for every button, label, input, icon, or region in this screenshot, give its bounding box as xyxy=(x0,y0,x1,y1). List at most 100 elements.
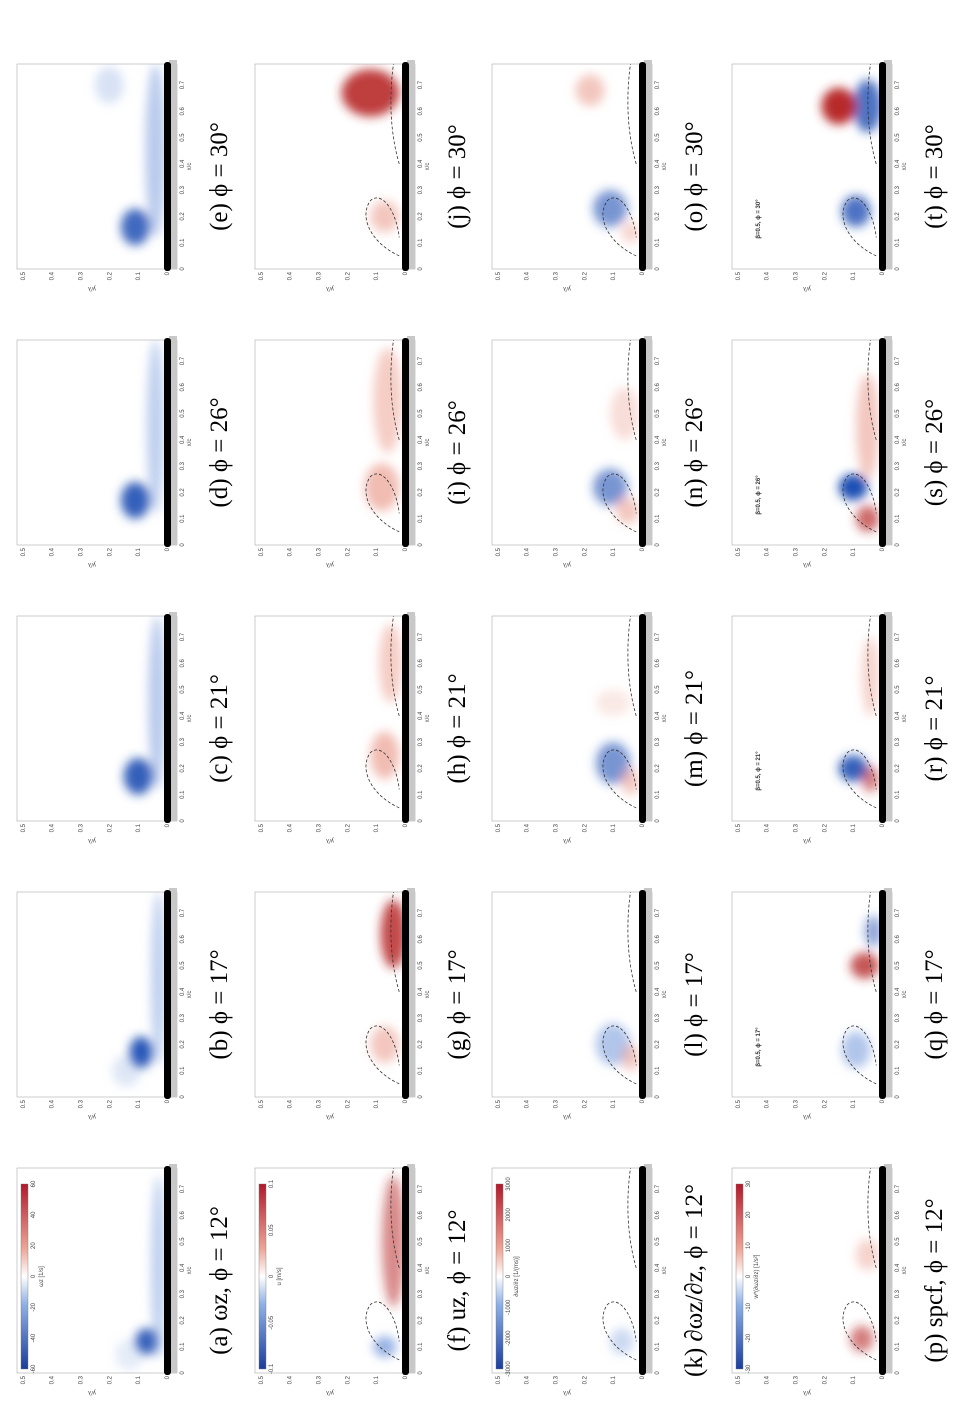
y-tick-label: 0.4 xyxy=(50,547,56,556)
y-tick-label: 0.1 xyxy=(374,1099,380,1108)
plate xyxy=(639,338,646,547)
x-tick-label: 0.4 xyxy=(895,1263,901,1272)
x-tick-label: 0.1 xyxy=(655,790,661,799)
blob xyxy=(148,616,165,789)
y-tick-label: 0.3 xyxy=(316,823,322,832)
y-tick-label: 0.5 xyxy=(736,271,742,280)
x-tick-label: 0.1 xyxy=(655,1342,661,1351)
x-tick-label: 0.3 xyxy=(180,185,186,194)
x-tick-label: 0.5 xyxy=(895,1237,901,1246)
x-tick-label: 0.4 xyxy=(895,159,901,168)
x-tick-label: 0.6 xyxy=(180,382,186,391)
y-tick-label: 0.2 xyxy=(822,1099,828,1108)
blob xyxy=(147,340,164,513)
y-tick-label: 0.3 xyxy=(793,823,799,832)
x-tick-label: 0.4 xyxy=(655,987,661,996)
x-tick-label: 0.3 xyxy=(655,1013,661,1022)
plate xyxy=(402,338,409,547)
x-axis-label: x/c xyxy=(187,163,193,171)
x-tick-label: 0 xyxy=(180,1095,186,1099)
blob xyxy=(95,67,124,104)
blob xyxy=(121,209,150,246)
y-tick-label: 0.5 xyxy=(496,1375,502,1384)
y-axis-label: y/λ xyxy=(803,837,811,843)
x-tick-label: 0.6 xyxy=(655,934,661,943)
panel: 00.10.20.30.40.5y/λ00.10.20.30.40.50.60.… xyxy=(492,60,708,291)
y-tick-label: 0.5 xyxy=(21,1099,27,1108)
x-axis-label: x/c xyxy=(902,439,908,447)
blob xyxy=(379,624,402,703)
x-tick-label: 0.6 xyxy=(418,934,424,943)
x-tick-label: 0.5 xyxy=(418,685,424,694)
x-tick-label: 0 xyxy=(418,267,424,271)
panel-title: β=0.5, ϕ = 21° xyxy=(756,751,762,791)
y-tick-label: 0.1 xyxy=(611,1375,617,1384)
x-axis-label: x/c xyxy=(662,163,668,171)
y-tick-label: 0.2 xyxy=(582,1375,588,1384)
x-tick-label: 0.5 xyxy=(895,685,901,694)
y-axis-label: y/λ xyxy=(88,837,96,843)
x-tick-label: 0 xyxy=(895,1371,901,1375)
y-tick-label: 0.2 xyxy=(822,1375,828,1384)
rotated-page: 0 0.1 0.2 0.3 0.4 0.5 y/λ 0 0.1 0.2 0.3 0.4 0.5 0.6 0.… xyxy=(17,60,948,1395)
blob xyxy=(112,1055,141,1087)
y-tick-label: 0.5 xyxy=(259,547,265,556)
y-tick-label: 0.5 xyxy=(496,547,502,556)
y-tick-label: 0.5 xyxy=(21,1375,27,1384)
x-tick-label: 0.4 xyxy=(895,987,901,996)
x-tick-label: 0.1 xyxy=(418,1066,424,1075)
blob xyxy=(365,464,400,511)
blob xyxy=(370,732,399,779)
blob xyxy=(853,80,882,133)
blob xyxy=(842,1031,871,1068)
x-tick-label: 0.3 xyxy=(418,1289,424,1298)
x-tick-label: 0.7 xyxy=(180,80,186,89)
x-tick-label: 0.7 xyxy=(180,632,186,641)
colorbar xyxy=(736,1184,743,1369)
panel-title: β=0.5, ϕ = 26° xyxy=(756,475,762,515)
caption: (c) ϕ = 21° xyxy=(206,674,233,783)
x-tick-label: 0.5 xyxy=(180,1237,186,1246)
x-tick-label: 0.2 xyxy=(180,1316,186,1325)
x-tick-label: 0.2 xyxy=(180,488,186,497)
y-tick-label: 0.1 xyxy=(136,1099,142,1108)
y-tick-label: 0.3 xyxy=(78,1099,84,1108)
y-tick-label: 0.3 xyxy=(553,547,559,556)
y-tick-label: 0.4 xyxy=(525,1099,531,1108)
panel: 00.10.20.30.40.5y/λ00.10.20.30.40.50.60.… xyxy=(17,336,233,567)
plate xyxy=(164,890,171,1099)
y-axis-label: y/λ xyxy=(563,285,571,291)
y-tick-label: 0 xyxy=(165,1099,171,1103)
x-axis-label: x/c xyxy=(902,1267,908,1275)
colorbar-tick-label: -60 xyxy=(31,1364,37,1373)
y-tick-label: 0.2 xyxy=(345,823,351,832)
x-tick-label: 0.6 xyxy=(418,658,424,667)
caption: (j) ϕ = 30° xyxy=(444,124,471,229)
plate xyxy=(639,1166,646,1375)
y-tick-label: 0.5 xyxy=(496,271,502,280)
blob xyxy=(856,374,879,479)
blob xyxy=(124,758,153,795)
y-axis-label: y/λ xyxy=(803,1113,811,1119)
x-axis-label: x/c xyxy=(902,715,908,723)
x-tick-label: 0.3 xyxy=(418,185,424,194)
x-tick-label: 0.3 xyxy=(655,185,661,194)
y-tick-label: 0.2 xyxy=(107,1375,113,1384)
caption: (q) ϕ = 17° xyxy=(921,949,948,1059)
x-tick-label: 0.6 xyxy=(895,382,901,391)
x-tick-label: 0 xyxy=(655,819,661,823)
panel: 00.10.20.30.40.5y/λ00.10.20.30.40.50.60.… xyxy=(255,336,471,567)
y-axis-label: y/λ xyxy=(803,285,811,291)
x-tick-label: 0.5 xyxy=(655,685,661,694)
x-tick-label: 0 xyxy=(655,543,661,547)
panel: 00.10.20.30.40.5y/λ00.10.20.30.40.50.60.… xyxy=(17,888,233,1119)
y-tick-label: 0.4 xyxy=(765,823,771,832)
panel: 00.10.20.30.40.5y/λ00.10.20.30.40.50.60.… xyxy=(17,612,233,843)
x-tick-label: 0.7 xyxy=(655,1184,661,1193)
caption: (g) ϕ = 17° xyxy=(444,949,471,1059)
x-tick-label: 0.7 xyxy=(895,908,901,917)
y-tick-label: 0.2 xyxy=(582,547,588,556)
x-tick-label: 0.7 xyxy=(895,80,901,89)
x-tick-label: 0.3 xyxy=(180,737,186,746)
x-tick-label: 0.5 xyxy=(895,961,901,970)
